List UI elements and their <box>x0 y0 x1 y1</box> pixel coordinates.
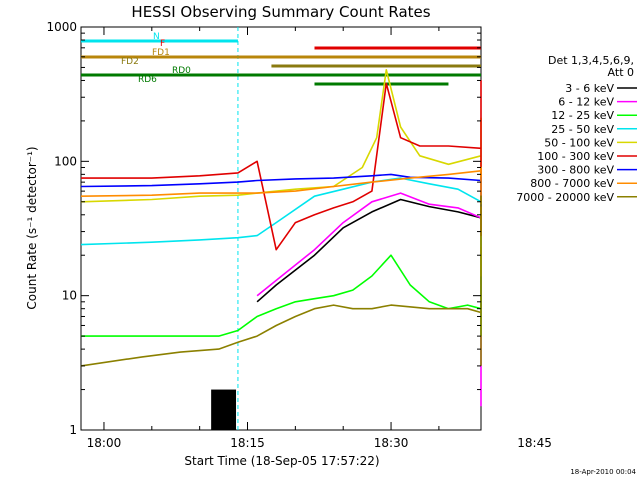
legend-entry-label: 100 - 300 keV <box>537 150 614 163</box>
flag-label: FD2 <box>121 57 139 67</box>
flag-label: N <box>153 32 160 42</box>
legend-entry-label: 25 - 50 keV <box>551 123 614 136</box>
legend-header: Att 0 <box>608 66 634 79</box>
data-series <box>80 69 482 407</box>
series-line <box>81 79 482 251</box>
legend-entry-label: 300 - 800 keV <box>537 164 614 177</box>
flag-label: F <box>160 39 165 49</box>
attenuator-state-bar <box>211 389 237 430</box>
flag-label: RD0 <box>172 66 191 76</box>
series-line <box>81 201 482 337</box>
x-tick-label: 18:45 <box>517 436 552 450</box>
series-line <box>256 190 482 309</box>
series-line <box>80 166 482 205</box>
legend-entry-label: 800 - 7000 keV <box>530 177 614 190</box>
legend-entry-label: 12 - 25 keV <box>551 109 614 122</box>
y-tick-label: 100 <box>54 154 77 168</box>
series-line <box>256 192 482 407</box>
legend-entry-label: 3 - 6 keV <box>565 82 614 95</box>
plot-frame <box>80 26 482 431</box>
y-axis-label: Count Rate (s⁻¹ detector⁻¹) <box>25 146 39 309</box>
flag-label: RD6 <box>138 75 157 85</box>
legend-entry-label: 50 - 100 keV <box>544 136 614 149</box>
series-line <box>80 170 482 248</box>
x-tick-label: 18:00 <box>87 436 122 450</box>
x-tick-label: 18:30 <box>374 436 409 450</box>
footer-timestamp: 18-Apr-2010 00:04 <box>570 468 636 476</box>
y-axis-ticks: 1 10 100 1000 <box>46 20 481 437</box>
flag-label: FD1 <box>152 48 170 58</box>
y-tick-label: 1 <box>69 423 77 437</box>
legend-header: Det 1,3,4,5,6,9, <box>548 54 634 67</box>
y-tick-label: 1000 <box>46 20 77 34</box>
legend-entry-label: 7000 - 20000 keV <box>516 191 614 204</box>
x-tick-label: 18:15 <box>230 436 265 450</box>
series-line <box>80 195 482 367</box>
y-tick-label: 10 <box>62 289 77 303</box>
legend-entry-label: 6 - 12 keV <box>558 96 614 109</box>
chart-title: HESSI Observing Summary Count Rates <box>131 3 430 21</box>
x-axis-label: Start Time (18-Sep-05 17:57:22) <box>184 454 379 468</box>
series-line <box>80 69 482 277</box>
